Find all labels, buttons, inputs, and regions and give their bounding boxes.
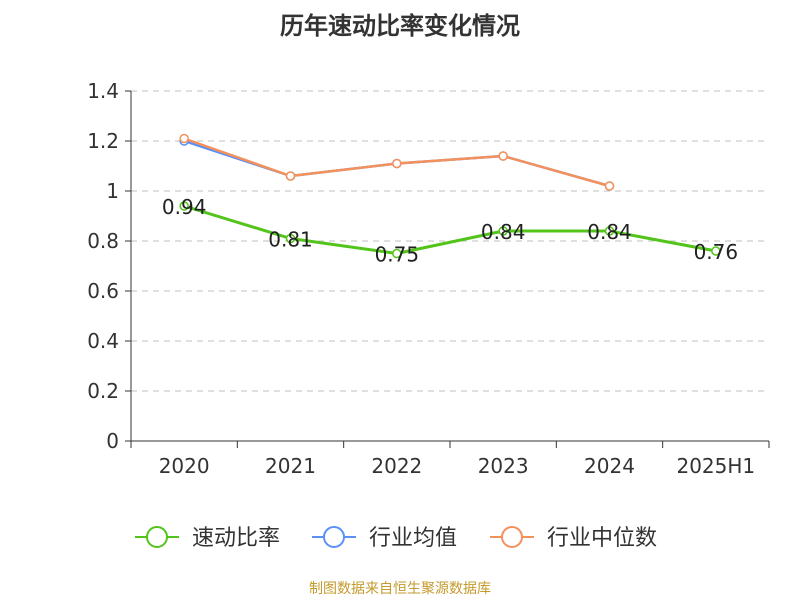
series-lines	[179, 133, 721, 259]
series-point-3	[392, 158, 402, 169]
series-point-1	[179, 201, 189, 211]
data-label: 0.75	[375, 243, 420, 267]
legend-label: 行业均值	[369, 526, 457, 551]
series-point-1	[604, 226, 615, 236]
legend-marker	[501, 526, 523, 548]
legend-item-3[interactable]: 行业中位数	[490, 526, 657, 551]
x-tick-label: 2024	[584, 454, 635, 478]
chart-title: 历年速动比率变化情况	[280, 12, 520, 40]
x-tick-label: 2020	[159, 454, 210, 478]
series-point-3	[604, 181, 615, 191]
y-tick-label: 0	[106, 429, 119, 453]
data-label: 0.84	[481, 220, 526, 244]
series-point-1	[498, 226, 508, 236]
legend-marker	[323, 526, 345, 548]
legend-label: 行业中位数	[547, 526, 657, 551]
legend-item-2[interactable]: 行业均值	[312, 526, 457, 551]
series-line-1	[183, 204, 717, 255]
x-tick-label: 2023	[478, 454, 529, 478]
data-label: 0.76	[694, 240, 739, 264]
data-label: 0.81	[268, 228, 313, 252]
y-tick-label: 1.4	[87, 79, 119, 103]
series-point-3	[285, 171, 296, 181]
data-label: 0.84	[587, 220, 632, 244]
series-point-3	[498, 151, 508, 161]
y-tick-label: 0.2	[87, 379, 119, 403]
y-tick-label: 0.6	[87, 279, 119, 303]
data-labels: 0.94 0.81 0.75 0.84 0.84 0.76	[162, 195, 738, 267]
legend-item-1[interactable]: 速动比率	[135, 526, 280, 551]
x-tick-label: 2021	[265, 454, 316, 478]
series-point-1	[392, 248, 402, 259]
y-tick-label: 1.2	[87, 129, 119, 153]
series-point-3	[179, 133, 189, 144]
series-point-1	[711, 246, 721, 256]
x-tick-label: 2025H1	[676, 454, 755, 478]
source-note: 制图数据来自恒生聚源数据库	[309, 581, 491, 597]
data-label: 0.94	[162, 195, 207, 219]
series-point-1	[285, 233, 296, 244]
x-tick-label: 2022	[371, 454, 422, 478]
legend-label: 速动比率	[192, 526, 280, 551]
y-tick-label: 0.8	[87, 229, 119, 253]
legend[interactable]: 速动比率 行业均值 行业中位数	[135, 526, 657, 551]
legend-marker	[146, 526, 168, 548]
y-tick-label: 1	[106, 179, 119, 203]
y-tick-label: 0.4	[87, 329, 119, 353]
